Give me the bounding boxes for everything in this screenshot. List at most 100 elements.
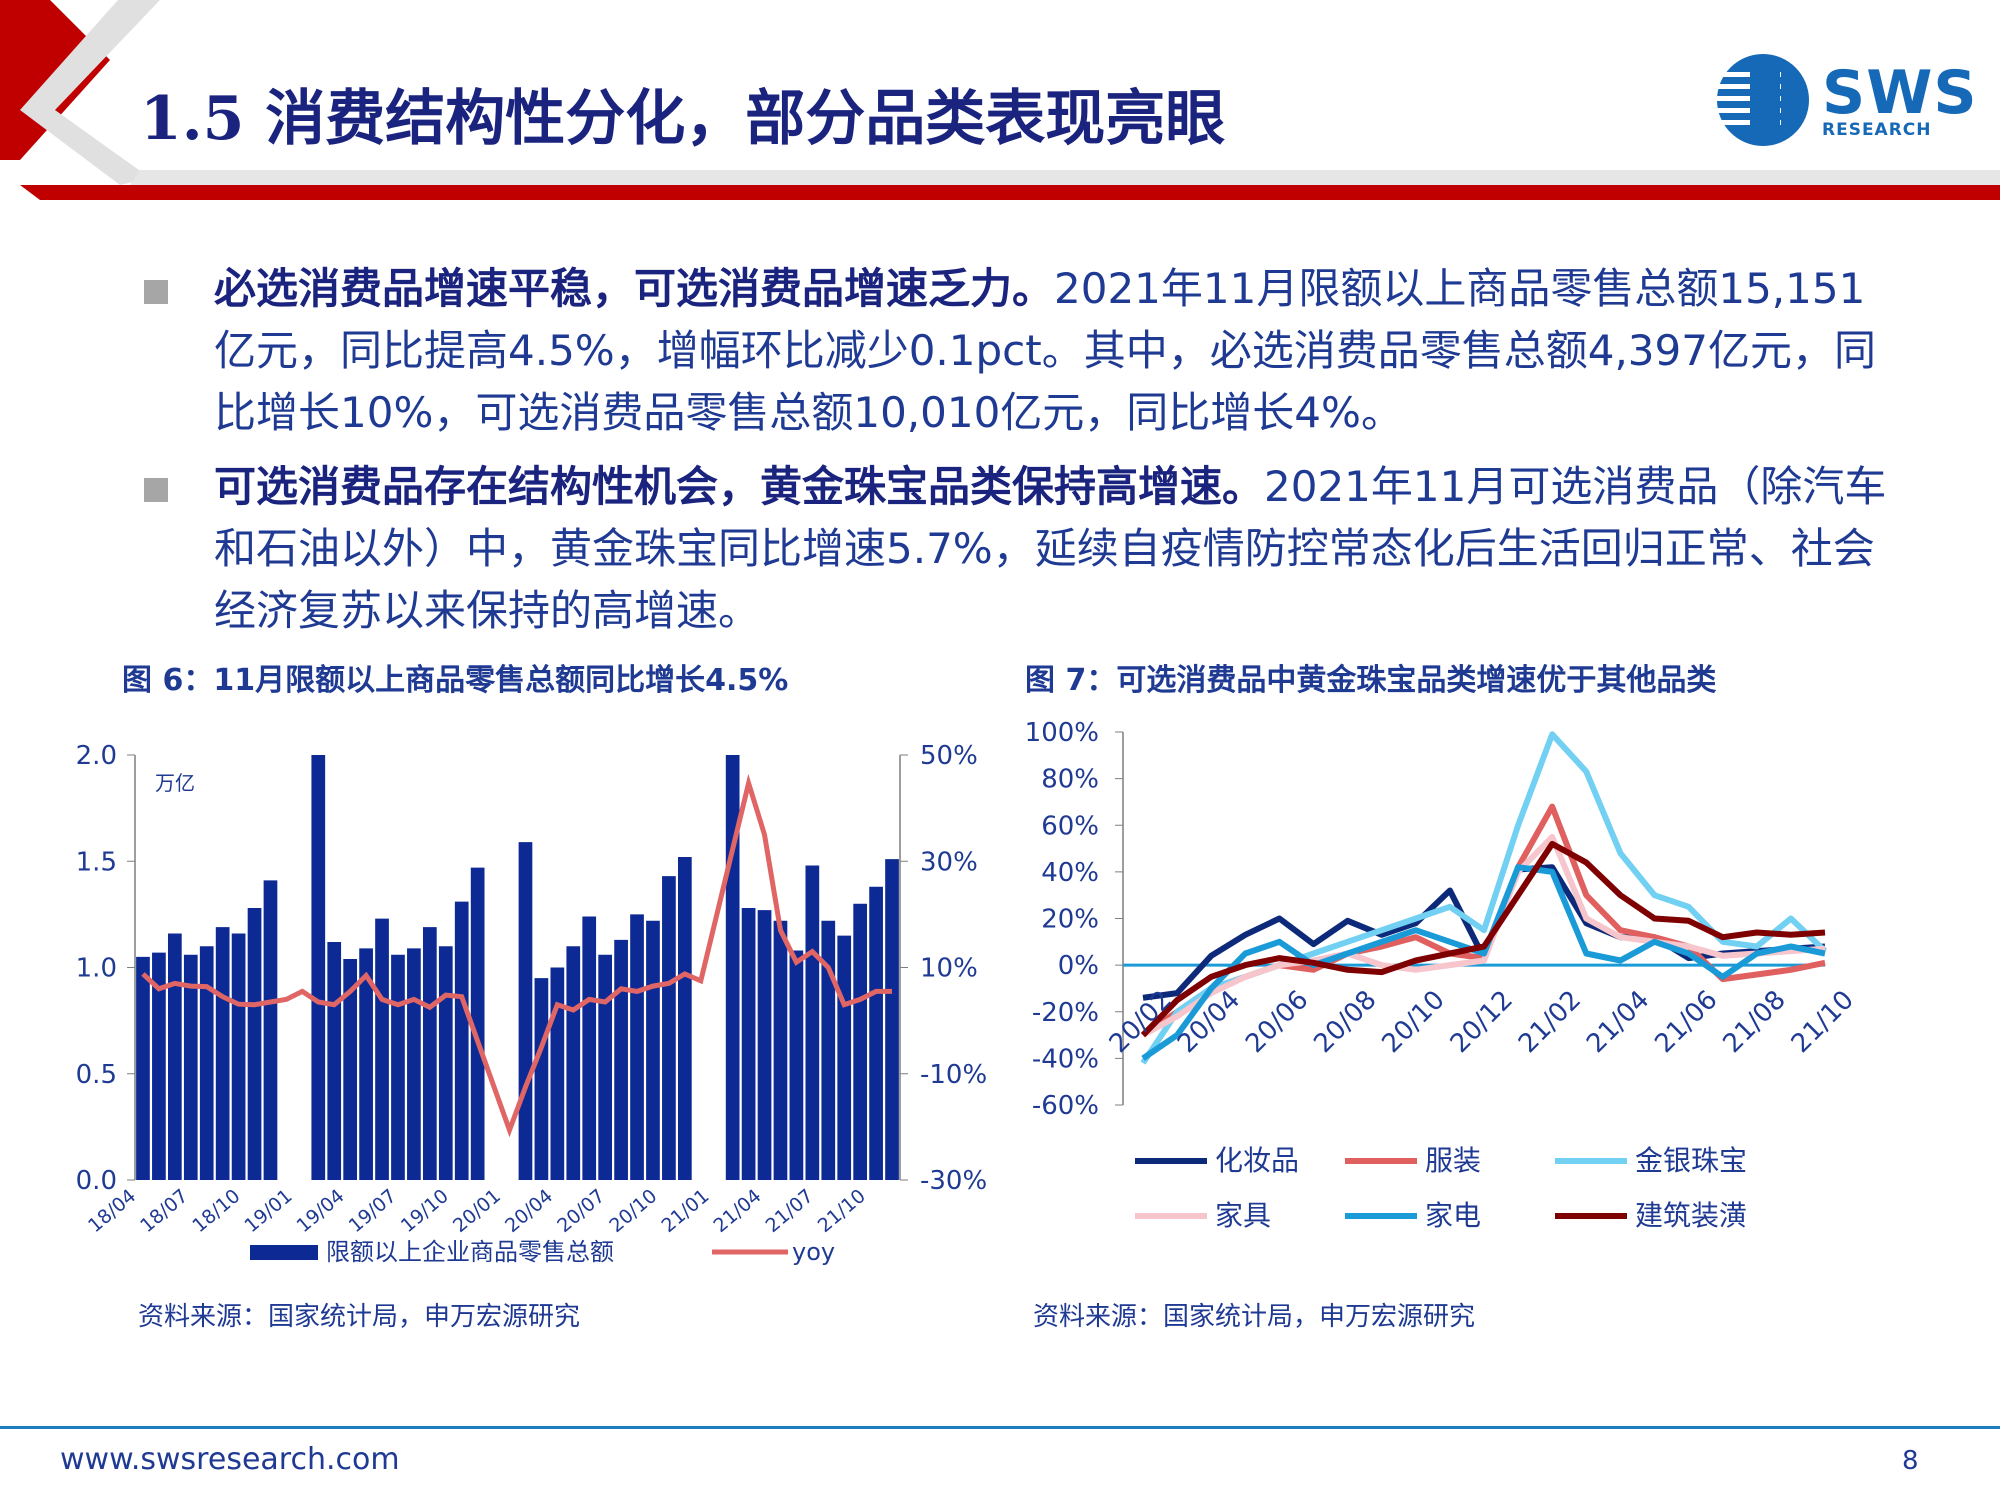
- y-tick-label: 1.0: [76, 954, 117, 984]
- bar: [885, 859, 899, 1180]
- bar: [757, 910, 772, 1180]
- x-tick-label: 20/07: [553, 1185, 609, 1237]
- bullet-item: 可选消费品存在结构性机会，黄金珠宝品类保持高增速。2021年11月可选消费品（除…: [140, 456, 1900, 642]
- y-tick-label: 100%: [1025, 718, 1099, 748]
- bar: [630, 914, 644, 1180]
- legend-bar-swatch: [250, 1245, 318, 1260]
- page-title: 1.5 消费结构性分化，部分品类表现亮眼: [140, 84, 1226, 154]
- y-tick-label: 60%: [1041, 811, 1099, 841]
- y-tick-label: 0.5: [76, 1060, 117, 1090]
- x-tick-label: 21/04: [710, 1185, 766, 1237]
- bullet-heading: 可选消费品存在结构性机会，黄金珠宝品类保持高增速。: [214, 462, 1265, 511]
- bar: [821, 920, 836, 1180]
- x-tick-label: 20/04: [501, 1185, 557, 1237]
- y-tick-label: 0.0: [76, 1166, 117, 1196]
- bar: [247, 908, 262, 1180]
- x-tick-label: 19/01: [240, 1185, 296, 1237]
- footer-divider: [0, 1426, 2000, 1429]
- x-tick-label: 20/08: [1308, 985, 1382, 1059]
- series-line: [1141, 833, 1826, 1038]
- x-tick-label: 20/01: [449, 1185, 505, 1237]
- x-tick-label: 20/10: [605, 1185, 661, 1237]
- bar: [199, 946, 214, 1180]
- bar: [407, 948, 421, 1180]
- header-banner: [0, 0, 2000, 200]
- legend-label: 家电: [1425, 1199, 1481, 1232]
- x-tick-label: 19/04: [293, 1185, 349, 1237]
- bar: [662, 876, 676, 1180]
- bar: [566, 946, 581, 1180]
- legend-label: 金银珠宝: [1635, 1144, 1747, 1177]
- bar: [646, 920, 660, 1180]
- bar: [152, 952, 166, 1180]
- y-tick-label: -20%: [1032, 998, 1099, 1028]
- x-tick-label: 19/07: [345, 1185, 401, 1237]
- bar: [470, 867, 485, 1180]
- bar: [375, 918, 389, 1180]
- x-tick-label: 21/01: [657, 1185, 713, 1237]
- header-grey-bar: [130, 170, 2000, 185]
- bar: [183, 954, 198, 1180]
- x-tick-label: 21/10: [814, 1185, 870, 1237]
- sws-logo-icon: [1711, 54, 1809, 146]
- bar: [614, 939, 628, 1180]
- bullet-square-icon: [144, 478, 168, 502]
- retail-sales-chart: 2.01.51.00.50.050%30%10%-10%-30%万亿18/041…: [76, 741, 988, 1266]
- bullet-text: 2021年11月可选消费品（除汽车和石油以外）中，黄金珠宝同比增速5.7%，延续…: [214, 462, 1887, 635]
- legend-label: 服装: [1425, 1144, 1481, 1177]
- y2-tick-label: 10%: [920, 954, 978, 984]
- page-number: 8: [1902, 1446, 1919, 1476]
- header-red-bar: [20, 185, 2000, 200]
- bullet-list: 必选消费品增速平稳，可选消费品增速乏力。2021年11月限额以上商品零售总额15…: [140, 258, 1900, 654]
- bar: [167, 933, 182, 1180]
- footer-url: www.swsresearch.com: [60, 1442, 400, 1477]
- bar: [598, 954, 613, 1180]
- series-line: [1141, 864, 1826, 1061]
- y-tick-label: 40%: [1041, 858, 1099, 888]
- bar: [869, 886, 883, 1180]
- x-tick-label: 21/02: [1513, 985, 1587, 1059]
- bar: [311, 755, 326, 1180]
- x-tick-label: 18/07: [136, 1185, 192, 1237]
- x-tick-label: 19/10: [397, 1185, 453, 1237]
- y2-tick-label: 30%: [920, 847, 978, 877]
- x-tick-label: 20/12: [1445, 985, 1519, 1059]
- bar: [422, 927, 437, 1180]
- figure-6-source: 资料来源：国家统计局，申万宏源研究: [138, 1302, 581, 1332]
- x-tick-label: 20/06: [1240, 985, 1314, 1059]
- bar: [136, 956, 150, 1180]
- x-tick-label: 21/10: [1786, 985, 1860, 1059]
- x-tick-label: 18/10: [188, 1185, 244, 1237]
- yoy-line: [141, 773, 892, 1138]
- y-tick-label: 1.5: [76, 847, 117, 877]
- bar: [263, 880, 278, 1180]
- bar: [534, 978, 549, 1180]
- x-tick-label: 21/06: [1649, 985, 1723, 1059]
- bullet-text: 2021年11月限额以上商品零售总额15,151亿元，同比提高4.5%，增幅环比…: [214, 264, 1876, 437]
- series-line: [1140, 840, 1826, 1038]
- logo-text: SWS: [1822, 58, 1978, 128]
- bullet-item: 必选消费品增速平稳，可选消费品增速乏力。2021年11月限额以上商品零售总额15…: [140, 258, 1900, 444]
- bar: [741, 908, 756, 1180]
- figure-7-title: 图 7：可选消费品中黄金珠宝品类增速优于其他品类: [1025, 663, 1717, 698]
- figure-7-source: 资料来源：国家统计局，申万宏源研究: [1033, 1302, 1476, 1332]
- legend-label: 建筑装潢: [1635, 1199, 1747, 1232]
- legend-label: 化妆品: [1215, 1144, 1299, 1177]
- y-tick-label: -60%: [1032, 1091, 1099, 1121]
- x-tick-label: 20/10: [1377, 985, 1451, 1059]
- x-tick-label: 21/08: [1718, 985, 1792, 1059]
- y-tick-label: 2.0: [76, 741, 117, 771]
- legend-label: 家具: [1215, 1199, 1271, 1232]
- bar: [343, 959, 358, 1180]
- logo-subtext: RESEARCH: [1822, 120, 1932, 140]
- y2-tick-label: 50%: [920, 741, 978, 771]
- bar: [327, 942, 342, 1180]
- bar: [805, 865, 820, 1180]
- y2-tick-label: -10%: [920, 1060, 987, 1090]
- bar: [582, 916, 597, 1180]
- figure-6-title: 图 6：11月限额以上商品零售总额同比增长4.5%: [122, 663, 789, 698]
- bullet-heading: 必选消费品增速平稳，可选消费品增速乏力。: [214, 264, 1055, 313]
- bar: [215, 927, 230, 1180]
- header-grey-chevron: [20, 0, 160, 185]
- y2-tick-label: -30%: [920, 1166, 987, 1196]
